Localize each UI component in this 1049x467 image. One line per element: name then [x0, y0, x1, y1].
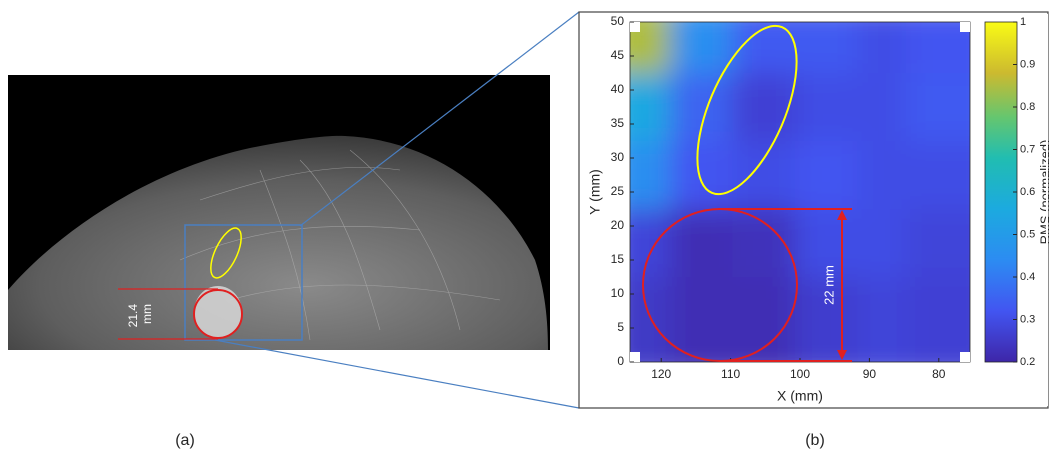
x-tick-label: 90 [863, 367, 877, 381]
measure-value: 21.4 [126, 304, 140, 328]
x-axis-label: X (mm) [777, 388, 823, 404]
corner-mask [630, 22, 640, 32]
colorbar-label: RMS (normalized) [1037, 140, 1049, 245]
panel-label: (b) [805, 432, 825, 449]
overlay: 22 mm [642, 24, 852, 362]
y-tick-label: 5 [617, 320, 624, 334]
zoom-line [214, 339, 580, 409]
tissue-texture [179, 149, 501, 341]
heat-cell [905, 277, 970, 362]
y-tick-label: 0 [617, 354, 624, 368]
y-tick-label: 15 [611, 252, 625, 266]
measure-unit: mm [140, 304, 154, 324]
red-circle [193, 289, 243, 339]
measure-label: 21.4 mm [126, 301, 154, 328]
heatmap [630, 22, 970, 362]
y-tick-label: 45 [611, 48, 625, 62]
y-axis-label: Y (mm) [587, 169, 603, 215]
colorbar-tick-label: 0.4 [1020, 271, 1035, 283]
x-tick-label: 100 [790, 367, 810, 381]
colorbar-tick-label: 1 [1020, 16, 1026, 28]
corner-mask [630, 352, 640, 362]
colorbar [984, 21, 1018, 363]
y-tick-label: 20 [611, 218, 625, 232]
colorbar-tick-label: 0.2 [1020, 356, 1035, 368]
measure-label: 22 mm [821, 265, 836, 305]
roi-box [184, 224, 303, 341]
colorbar-tick-label: 0.7 [1020, 143, 1035, 155]
y-tick-label: 40 [611, 82, 625, 96]
x-tick-label: 110 [721, 367, 740, 381]
colorbar-tick-label: 0.9 [1020, 58, 1035, 70]
colorbar-tick-label: 0.6 [1020, 186, 1035, 198]
breast-tissue [8, 135, 548, 350]
y-tick-label: 35 [611, 116, 625, 130]
y-tick-label: 30 [611, 150, 625, 164]
corner-mask [960, 22, 970, 32]
panel-label: (a) [175, 432, 195, 449]
x-tick-label: 120 [651, 367, 671, 381]
heatmap-cells [630, 22, 970, 362]
yellow-ellipse [696, 24, 798, 196]
mass [194, 286, 242, 338]
panel-edge [1046, 14, 1048, 406]
colorbar-tick-label: 0.8 [1020, 101, 1035, 113]
colorbar-tick-label: 0.5 [1020, 228, 1035, 240]
y-tick-label: 10 [611, 286, 625, 300]
y-tick-label: 25 [611, 184, 625, 198]
colorbar-tick-label: 0.3 [1020, 313, 1035, 325]
yellow-ellipse [210, 227, 242, 279]
y-tick-label: 50 [611, 14, 625, 28]
x-tick-label: 80 [932, 367, 946, 381]
zoom-line [299, 11, 580, 227]
corner-mask [960, 352, 970, 362]
